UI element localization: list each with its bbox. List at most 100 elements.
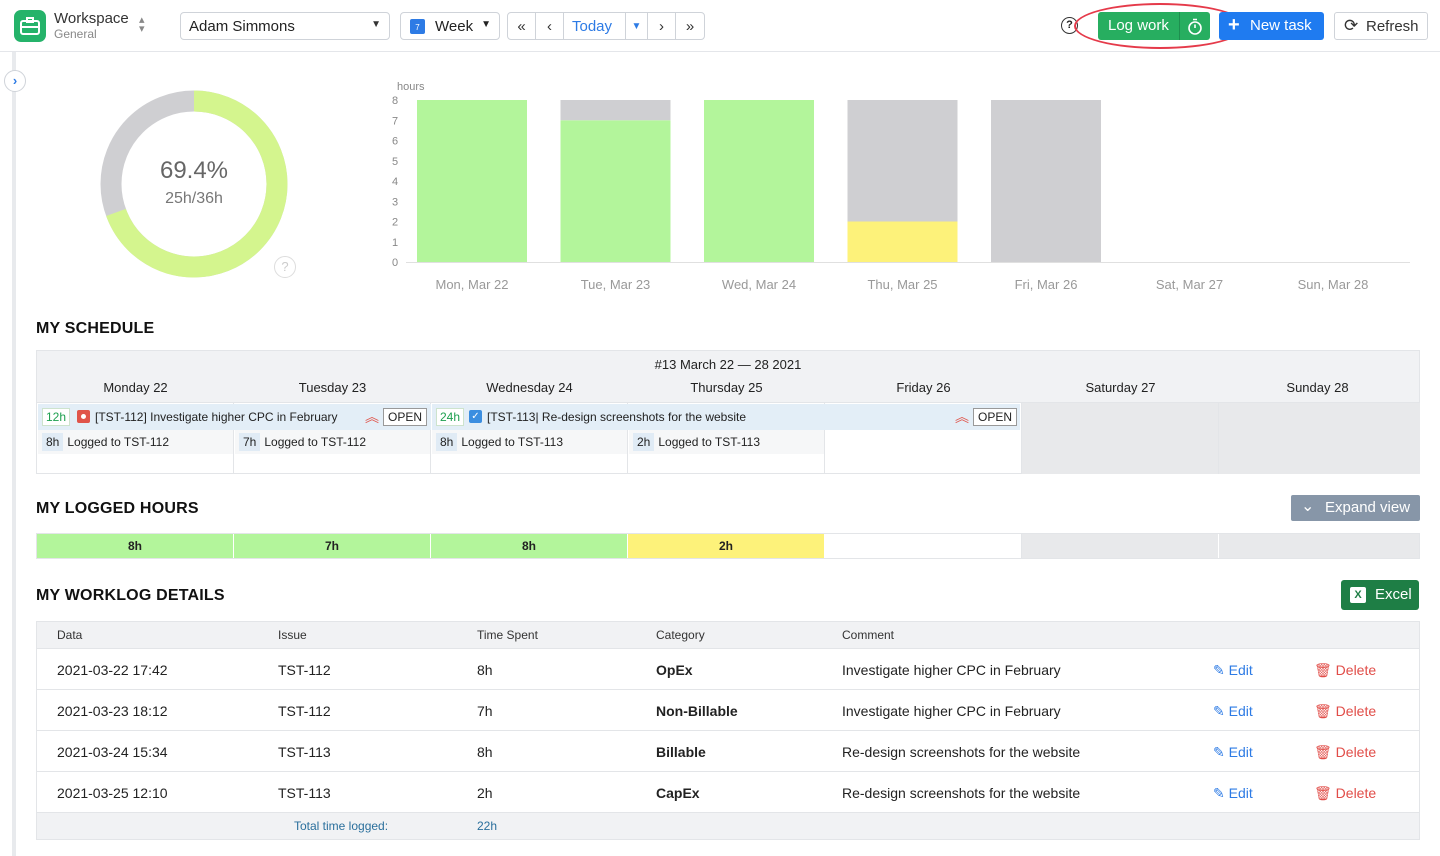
plus-icon: + bbox=[1228, 14, 1240, 36]
pencil-icon: ✎ bbox=[1213, 703, 1225, 719]
today-button[interactable]: Today bbox=[564, 13, 626, 39]
day-column[interactable] bbox=[431, 403, 628, 474]
y-tick-label: 4 bbox=[392, 176, 398, 188]
expand-view-button[interactable]: ⌄ Expand view bbox=[1291, 495, 1420, 521]
delete-button[interactable]: 🗑 Delete bbox=[1314, 744, 1376, 761]
delete-button[interactable]: 🗑 Delete bbox=[1314, 785, 1376, 802]
cell-comment: Investigate higher CPC in February bbox=[842, 703, 1061, 719]
worklog-entry[interactable]: 7h Logged to TST-112 bbox=[235, 430, 430, 454]
cell-time: 7h bbox=[477, 703, 493, 719]
next-period-button[interactable]: › bbox=[648, 13, 676, 39]
bar-segment bbox=[991, 100, 1101, 262]
x-tick-label: Sun, Mar 28 bbox=[1298, 277, 1369, 292]
progress-help-icon[interactable]: ? bbox=[274, 256, 296, 278]
log-work-button[interactable]: Log work bbox=[1098, 12, 1180, 40]
day-column-weekend[interactable] bbox=[1219, 403, 1420, 474]
worklog-text: Logged to TST-112 bbox=[67, 435, 169, 449]
task-estimate: 24h bbox=[436, 408, 465, 426]
column-header[interactable]: Data bbox=[57, 628, 83, 642]
x-tick-label: Thu, Mar 25 bbox=[867, 277, 937, 292]
delete-button[interactable]: 🗑 Delete bbox=[1314, 662, 1376, 679]
edit-button[interactable]: ✎ Edit bbox=[1213, 662, 1253, 679]
cell-time: 8h bbox=[477, 744, 493, 760]
edit-label: Edit bbox=[1228, 785, 1253, 801]
day-column[interactable] bbox=[37, 403, 234, 474]
logged-hours-cell[interactable]: 8h bbox=[431, 534, 628, 558]
edit-label: Edit bbox=[1228, 703, 1253, 719]
worklog-text: Logged to TST-113 bbox=[658, 435, 760, 449]
worklog-hours: 8h bbox=[436, 433, 458, 451]
briefcase-icon[interactable] bbox=[14, 10, 46, 42]
bar-segment bbox=[847, 100, 958, 222]
total-value: 22h bbox=[477, 819, 498, 833]
period-select[interactable]: 7 Week ▼ bbox=[400, 12, 500, 40]
user-select[interactable]: Adam Simmons ▼ bbox=[180, 12, 390, 40]
column-header[interactable]: Category bbox=[656, 628, 705, 642]
refresh-icon: ⟳ bbox=[1344, 16, 1359, 35]
x-tick-label: Fri, Mar 26 bbox=[1015, 277, 1078, 292]
worklog-hours: 8h bbox=[42, 433, 64, 451]
cell-category: Non-Billable bbox=[656, 703, 738, 719]
workspace-subtitle: General bbox=[54, 27, 97, 41]
worklog-details-heading: MY WORKLOG DETAILS bbox=[36, 587, 225, 604]
schedule-task-bar[interactable]: 24h ✓ [TST-113| Re-design screenshots fo… bbox=[432, 404, 1020, 430]
cell-comment: Re-design screenshots for the website bbox=[842, 785, 1081, 801]
expand-sidebar-icon[interactable]: › bbox=[4, 70, 26, 92]
worklog-entry[interactable]: 8h Logged to TST-112 bbox=[38, 430, 233, 454]
prev-period-fast-button[interactable]: « bbox=[508, 13, 536, 39]
edit-button[interactable]: ✎ Edit bbox=[1213, 703, 1253, 720]
x-tick-label: Wed, Mar 24 bbox=[722, 277, 796, 292]
y-axis-label: hours bbox=[397, 81, 425, 93]
left-rail bbox=[12, 52, 16, 856]
day-header: Monday 22 bbox=[103, 380, 168, 395]
delete-button[interactable]: 🗑 Delete bbox=[1314, 703, 1376, 720]
worklog-entry[interactable]: 2h Logged to TST-113 bbox=[629, 430, 824, 454]
refresh-button[interactable]: ⟳ Refresh bbox=[1334, 12, 1428, 40]
day-column[interactable] bbox=[628, 403, 825, 474]
x-tick-label: Sat, Mar 27 bbox=[1156, 277, 1223, 292]
logged-hours-cell[interactable]: 7h bbox=[234, 534, 431, 558]
table-row: 2021-03-23 18:12 TST-112 7h Non-Billable… bbox=[37, 690, 1419, 731]
worklog-entry[interactable]: 8h Logged to TST-113 bbox=[432, 430, 627, 454]
logged-hours-cell[interactable] bbox=[825, 534, 1022, 558]
schedule-task-bar[interactable]: 12h [TST-112] Investigate higher CPC in … bbox=[38, 404, 431, 430]
column-header[interactable]: Issue bbox=[278, 628, 307, 642]
day-column[interactable] bbox=[825, 403, 1022, 474]
period-select-value: Week bbox=[435, 18, 474, 35]
edit-button[interactable]: ✎ Edit bbox=[1213, 785, 1253, 802]
next-period-fast-button[interactable]: » bbox=[685, 17, 695, 35]
new-task-button[interactable]: + New task bbox=[1219, 12, 1324, 40]
cell-date: 2021-03-24 15:34 bbox=[57, 744, 168, 760]
delete-label: Delete bbox=[1335, 785, 1377, 801]
prev-period-button[interactable]: ‹ bbox=[536, 13, 564, 39]
cell-date: 2021-03-23 18:12 bbox=[57, 703, 168, 719]
bug-icon bbox=[77, 410, 90, 423]
logged-hours-cell[interactable]: 2h bbox=[628, 534, 825, 558]
logged-hours-cell[interactable] bbox=[1219, 534, 1419, 558]
cell-issue: TST-113 bbox=[278, 744, 331, 760]
schedule-grid: #13 March 22 — 28 2021 Monday 22 Tuesday… bbox=[36, 350, 1420, 474]
y-tick-label: 5 bbox=[392, 156, 398, 168]
export-excel-button[interactable]: X Excel bbox=[1341, 580, 1419, 610]
today-dropdown-icon[interactable]: ▼ bbox=[626, 13, 648, 39]
progress-donut bbox=[100, 90, 288, 278]
logged-hours-cell[interactable] bbox=[1022, 534, 1219, 558]
logged-hours-cell[interactable]: 8h bbox=[37, 534, 234, 558]
y-tick-label: 6 bbox=[392, 136, 398, 148]
help-icon[interactable]: ? bbox=[1061, 17, 1078, 34]
workspace-title[interactable]: Workspace bbox=[54, 10, 129, 27]
day-column[interactable] bbox=[234, 403, 431, 474]
day-column-weekend[interactable] bbox=[1022, 403, 1219, 474]
workspace-switch-icon[interactable]: ▴ ▾ bbox=[139, 14, 145, 35]
column-header[interactable]: Comment bbox=[842, 628, 895, 642]
task-title: [TST-112] Investigate higher CPC in Febr… bbox=[95, 410, 338, 424]
edit-button[interactable]: ✎ Edit bbox=[1213, 744, 1253, 761]
timer-icon[interactable] bbox=[1179, 12, 1210, 40]
pencil-icon: ✎ bbox=[1213, 744, 1225, 760]
chevron-down-icon: ▼ bbox=[481, 19, 491, 30]
trash-icon: 🗑 bbox=[1314, 662, 1332, 678]
refresh-label: Refresh bbox=[1366, 18, 1419, 35]
logged-hours-heading: MY LOGGED HOURS bbox=[36, 500, 199, 517]
y-tick-label: 1 bbox=[392, 237, 398, 249]
column-header[interactable]: Time Spent bbox=[477, 628, 538, 642]
